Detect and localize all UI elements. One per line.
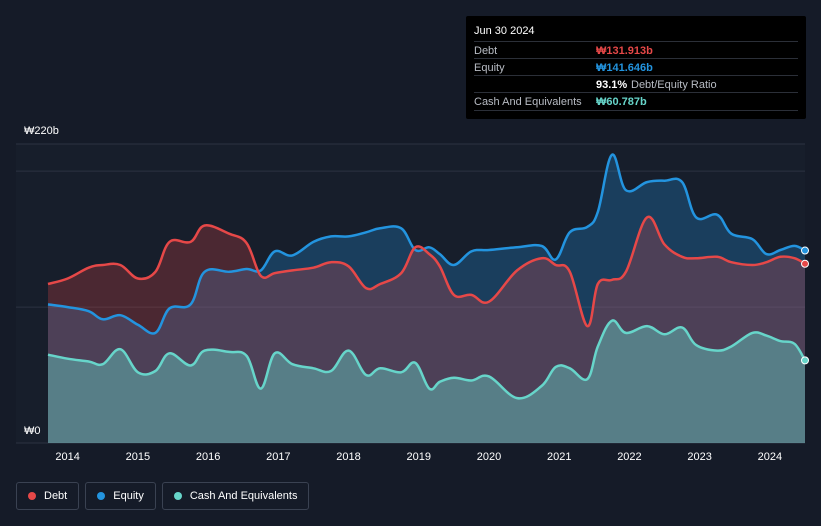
legend-cash-label: Cash And Equivalents [189, 490, 298, 502]
endpoint-cash-and-equivalents [801, 356, 809, 365]
x-tick-2018: 2018 [336, 451, 360, 463]
legend-equity-label: Equity [113, 490, 144, 502]
chart-lines [47, 153, 807, 400]
x-tick-2021: 2021 [547, 451, 571, 463]
area-cash-and-equivalents [48, 320, 805, 443]
chart-grid [16, 143, 805, 444]
tooltip-debt-label: Debt [474, 45, 498, 57]
tooltip-date: Jun 30 2024 [474, 25, 535, 37]
endpoint-equity [801, 246, 809, 255]
cash-dot-icon [173, 492, 182, 500]
tooltip-cash-label: Cash And Equivalents [474, 96, 582, 108]
equity-dot-icon [97, 492, 106, 500]
line-cash-and-equivalents [47, 319, 807, 400]
y-axis-min-label: ₩0 [24, 425, 41, 437]
x-tick-2020: 2020 [477, 451, 501, 463]
debt-dot-icon [28, 492, 36, 500]
x-tick-2023: 2023 [687, 451, 711, 463]
x-tick-2015: 2015 [126, 451, 150, 463]
chart-endpoints [801, 246, 809, 365]
tooltip-cash-value: ₩60.787b [596, 96, 647, 108]
tooltip-row-ratio: 93.1% Debt/Equity Ratio [474, 75, 798, 93]
x-tick-2016: 2016 [196, 451, 220, 463]
y-axis-max-label: ₩220b [24, 125, 59, 137]
x-axis-ticks: 2014 2015 2016 2017 2018 2019 2020 2021 2022 2023… [55, 451, 782, 463]
chart-areas [48, 154, 805, 443]
tooltip-row-debt: Debt ₩131.913b [474, 41, 798, 59]
tooltip-ratio-value: 93.1% [596, 79, 628, 91]
legend-item-debt[interactable]: Debt [16, 482, 80, 510]
legend-debt-label: Debt [44, 490, 68, 502]
tooltip-ratio-label: Debt/Equity Ratio [631, 79, 717, 91]
tooltip-equity-value: ₩141.646b [596, 62, 653, 74]
x-tick-2024: 2024 [758, 451, 782, 463]
tooltip-row-equity: Equity ₩141.646b [474, 58, 798, 76]
tooltip-debt-value: ₩131.913b [596, 45, 653, 57]
chart-tooltip: Jun 30 2024 Debt ₩131.913b Equity ₩141.6… [466, 16, 806, 119]
x-tick-2019: 2019 [407, 451, 431, 463]
x-tick-2017: 2017 [266, 451, 290, 463]
x-tick-2022: 2022 [617, 451, 641, 463]
plot-background [16, 144, 805, 443]
endpoint-debt [801, 259, 809, 268]
line-debt [47, 215, 806, 328]
tooltip-row-cash: Cash And Equivalents ₩60.787b [474, 92, 798, 111]
legend-item-cash[interactable]: Cash And Equivalents [161, 482, 310, 510]
tooltip-equity-label: Equity [474, 62, 505, 74]
chart-legend: Debt Equity Cash And Equivalents [16, 482, 310, 510]
line-equity [47, 153, 806, 335]
area-debt [48, 216, 805, 443]
x-tick-2014: 2014 [55, 451, 79, 463]
area-equity [48, 154, 805, 443]
legend-item-equity[interactable]: Equity [85, 482, 156, 510]
